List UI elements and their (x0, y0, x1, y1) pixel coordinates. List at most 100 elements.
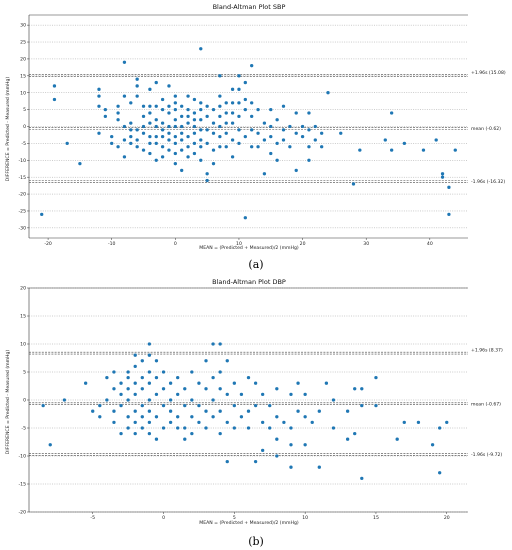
x-tick-label: 5 (233, 515, 236, 521)
data-point (237, 114, 241, 119)
data-point (360, 476, 364, 481)
data-point (140, 375, 144, 380)
data-point (237, 74, 241, 78)
data-point (218, 114, 222, 119)
data-point (154, 141, 158, 146)
data-point (98, 403, 102, 408)
data-point (243, 97, 247, 102)
y-tick-label: -10 (18, 454, 26, 460)
data-point (168, 409, 173, 413)
y-tick-label: -15 (18, 175, 26, 181)
data-point (275, 454, 279, 458)
data-point (133, 392, 137, 397)
data-point (383, 138, 387, 142)
data-point (294, 111, 298, 115)
data-point (186, 114, 190, 119)
data-point (237, 128, 241, 132)
data-point (105, 375, 109, 380)
data-point (168, 398, 173, 402)
data-point (192, 124, 197, 129)
data-point (154, 124, 158, 129)
data-point (199, 145, 203, 149)
data-point (253, 459, 258, 464)
data-point (122, 124, 127, 129)
data-point (140, 415, 144, 419)
data-point (161, 403, 166, 408)
data-point (390, 111, 394, 115)
data-point (307, 128, 311, 132)
data-point (186, 155, 190, 159)
data-point (160, 128, 165, 132)
data-point (275, 387, 279, 391)
data-point (119, 431, 123, 436)
data-point (218, 387, 222, 391)
data-point (268, 403, 272, 408)
data-point (98, 415, 102, 419)
data-point (416, 420, 421, 425)
data-point (261, 448, 265, 453)
data-point (62, 398, 67, 402)
data-point (91, 409, 95, 413)
data-point (360, 403, 364, 408)
reference-line-label: +1.96s (8.37) (471, 348, 503, 354)
data-point (154, 415, 159, 419)
data-point (147, 431, 152, 436)
x-tick-label: -10 (108, 241, 116, 247)
data-point (97, 131, 101, 135)
data-point (116, 145, 120, 149)
data-point (320, 131, 324, 135)
data-point (148, 104, 152, 108)
data-point (199, 118, 203, 122)
data-point (204, 409, 208, 413)
data-point (230, 111, 235, 115)
data-point (119, 392, 123, 397)
data-point (275, 437, 279, 441)
data-point (225, 420, 229, 425)
data-point (97, 87, 101, 91)
data-point (173, 101, 177, 105)
data-point (253, 381, 258, 385)
data-point (250, 114, 254, 119)
data-point (97, 94, 101, 98)
data-point (230, 121, 235, 125)
data-point (126, 398, 130, 402)
data-point (147, 342, 152, 346)
data-point (310, 420, 314, 425)
data-point (147, 420, 152, 425)
data-point (199, 138, 203, 142)
y-tick-label: -5 (21, 141, 26, 147)
data-point (190, 431, 194, 436)
data-point (218, 409, 222, 413)
data-point (204, 426, 208, 430)
y-tick-label: -25 (18, 209, 26, 215)
x-tick-label: -5 (90, 515, 95, 521)
data-point (197, 420, 201, 425)
data-point (275, 415, 279, 419)
y-tick-label: -30 (18, 225, 26, 231)
data-point (161, 370, 166, 374)
data-point (180, 148, 184, 152)
data-point (289, 426, 293, 430)
data-point (211, 162, 216, 166)
data-point (211, 398, 215, 402)
data-point (135, 138, 139, 142)
data-point (303, 392, 307, 397)
data-point (246, 375, 251, 380)
data-point (154, 104, 158, 108)
y-tick-label: 5 (23, 107, 26, 113)
chart-title: Bland-Altman Plot SBP (213, 3, 286, 11)
data-point (218, 431, 222, 436)
data-point (324, 381, 329, 385)
data-point (112, 409, 116, 413)
data-point (205, 141, 209, 146)
data-point (289, 465, 293, 469)
data-point (317, 465, 321, 469)
data-point (250, 145, 254, 149)
data-point (129, 141, 133, 146)
data-point (105, 398, 109, 402)
data-point (141, 104, 146, 108)
data-point (160, 145, 165, 149)
data-point (224, 101, 228, 105)
data-point (173, 94, 177, 98)
